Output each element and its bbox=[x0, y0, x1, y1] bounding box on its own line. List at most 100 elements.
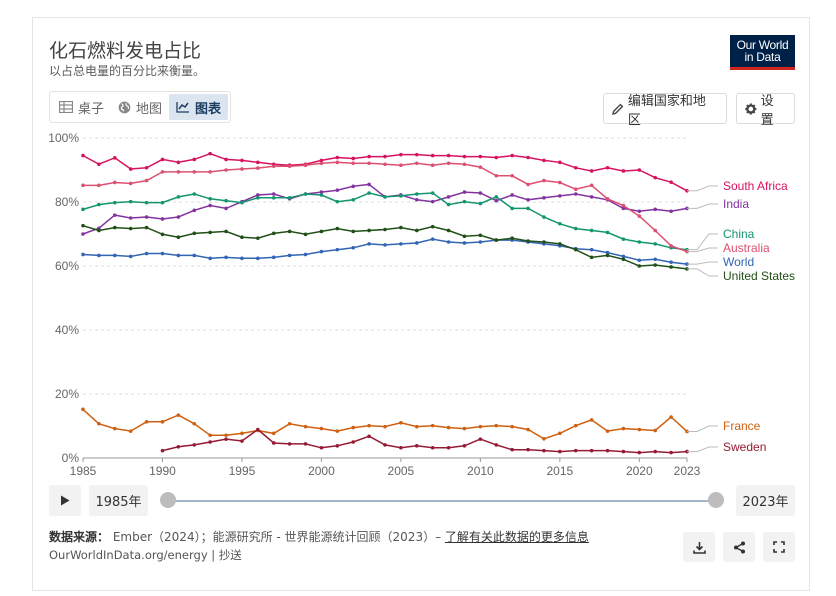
data-point bbox=[446, 425, 451, 430]
view-tabs: 桌子 地图 图表 bbox=[49, 91, 232, 123]
data-point bbox=[112, 180, 117, 185]
data-point bbox=[430, 445, 435, 450]
data-point bbox=[303, 192, 308, 196]
data-point bbox=[637, 209, 642, 214]
data-point bbox=[542, 158, 546, 163]
data-point bbox=[669, 244, 673, 248]
data-point bbox=[605, 429, 610, 433]
data-point bbox=[637, 258, 642, 263]
data-point bbox=[653, 263, 658, 267]
data-point bbox=[176, 215, 181, 219]
data-point bbox=[621, 449, 626, 454]
data-point bbox=[303, 424, 308, 429]
data-point bbox=[621, 257, 626, 262]
data-point bbox=[478, 154, 483, 159]
data-point bbox=[160, 157, 165, 162]
data-point bbox=[573, 165, 578, 170]
data-point bbox=[335, 429, 340, 433]
data-point bbox=[414, 161, 419, 166]
data-point bbox=[478, 424, 483, 429]
tab-chart-label: 图表 bbox=[195, 101, 222, 117]
data-point bbox=[256, 160, 260, 165]
owid-logo[interactable]: Our World in Data bbox=[730, 35, 795, 70]
data-point bbox=[573, 247, 578, 252]
data-point bbox=[414, 424, 419, 429]
data-point bbox=[160, 420, 165, 424]
data-point bbox=[319, 193, 324, 197]
data-point bbox=[271, 196, 276, 200]
data-point bbox=[653, 228, 658, 233]
data-point bbox=[335, 444, 340, 448]
timeline-track[interactable] bbox=[168, 500, 716, 502]
data-point bbox=[510, 236, 514, 240]
y-tick-label: 40% bbox=[55, 323, 79, 337]
timeline-start-handle[interactable] bbox=[160, 492, 176, 508]
settings-label: 设置 bbox=[760, 93, 774, 128]
data-point bbox=[224, 206, 228, 211]
data-point bbox=[128, 254, 133, 259]
data-point bbox=[621, 254, 626, 259]
data-point bbox=[383, 243, 387, 247]
fullscreen-icon bbox=[773, 541, 785, 553]
data-point bbox=[605, 448, 610, 453]
edit-countries-button[interactable]: 编辑国家和地区 bbox=[603, 93, 727, 128]
series-label: China bbox=[723, 227, 755, 241]
data-point bbox=[256, 427, 260, 432]
data-point bbox=[589, 195, 594, 199]
data-point bbox=[414, 192, 419, 196]
data-point bbox=[589, 228, 594, 233]
data-point bbox=[208, 433, 212, 438]
site-link[interactable]: OurWorldInData.org/energy | 抄送 bbox=[49, 548, 242, 562]
data-point bbox=[287, 196, 292, 200]
label-connector bbox=[687, 261, 718, 265]
fullscreen-button[interactable] bbox=[763, 532, 795, 562]
settings-button[interactable]: 设置 bbox=[736, 93, 795, 128]
download-button[interactable] bbox=[683, 532, 715, 562]
data-point bbox=[240, 158, 244, 163]
data-point bbox=[383, 162, 387, 167]
data-point bbox=[256, 196, 260, 200]
data-point bbox=[271, 255, 276, 260]
data-point bbox=[144, 251, 149, 256]
series-label: South Africa bbox=[723, 179, 788, 193]
tab-map[interactable]: 地图 bbox=[111, 94, 169, 120]
data-point bbox=[414, 444, 419, 448]
data-point bbox=[478, 165, 483, 169]
data-point bbox=[176, 235, 181, 239]
data-point bbox=[144, 225, 149, 230]
data-point bbox=[542, 437, 546, 441]
data-point bbox=[192, 170, 197, 174]
series-line bbox=[82, 238, 688, 265]
data-point bbox=[399, 152, 403, 157]
data-point bbox=[478, 240, 483, 244]
label-connector bbox=[687, 268, 718, 277]
data-point bbox=[351, 184, 356, 189]
share-button[interactable] bbox=[723, 532, 755, 562]
data-point bbox=[335, 188, 340, 192]
data-point bbox=[605, 165, 610, 170]
timeline-end-handle[interactable] bbox=[708, 492, 724, 508]
series-label: United States bbox=[723, 269, 795, 283]
logo-line-1: Our World bbox=[736, 38, 789, 52]
data-point bbox=[287, 421, 292, 426]
play-button[interactable] bbox=[49, 485, 81, 516]
data-point bbox=[319, 426, 324, 431]
data-point bbox=[383, 443, 387, 447]
data-point bbox=[573, 187, 578, 191]
tab-table[interactable]: 桌子 bbox=[52, 94, 111, 120]
data-point bbox=[558, 194, 562, 198]
data-point bbox=[271, 431, 276, 436]
data-point bbox=[399, 225, 403, 230]
chart-subtitle: 以占总电量的百分比来衡量。 bbox=[49, 64, 206, 78]
x-tick-label: 1990 bbox=[149, 464, 176, 478]
data-point bbox=[112, 200, 117, 205]
data-point bbox=[637, 264, 642, 268]
data-point bbox=[558, 242, 562, 246]
data-point bbox=[542, 240, 546, 244]
edit-countries-label: 编辑国家和地区 bbox=[627, 93, 706, 128]
learn-more-link[interactable]: 了解有关此数据的更多信息 bbox=[444, 530, 589, 544]
y-tick-label: 60% bbox=[55, 259, 79, 273]
tab-chart[interactable]: 图表 bbox=[169, 94, 229, 120]
data-point bbox=[144, 200, 149, 205]
data-point bbox=[224, 168, 228, 172]
